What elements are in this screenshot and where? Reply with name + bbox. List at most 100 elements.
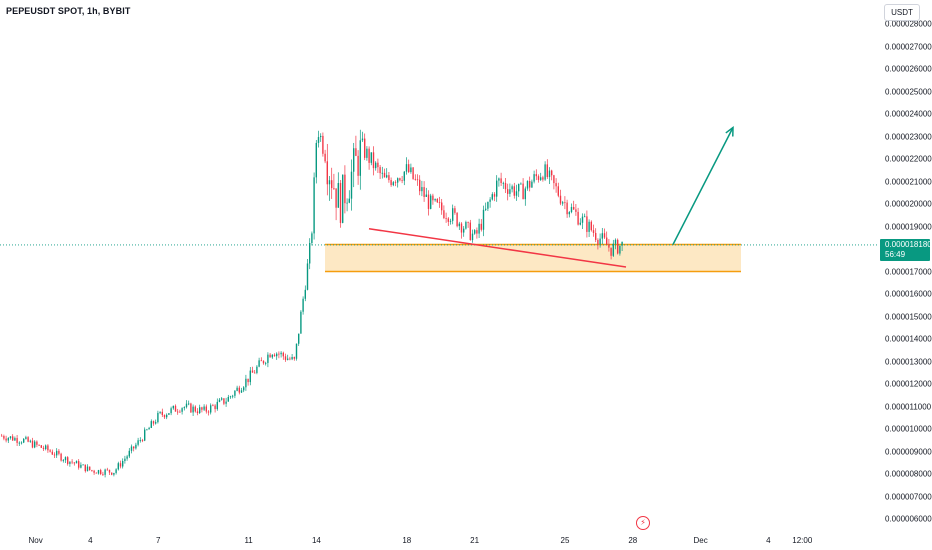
candle-body xyxy=(122,461,124,467)
candle-body xyxy=(612,243,614,256)
candle-body xyxy=(91,470,93,471)
candle-body xyxy=(258,360,260,367)
candle-body xyxy=(469,222,471,241)
candle-body xyxy=(502,182,504,184)
candle-body xyxy=(95,472,97,474)
candle-body xyxy=(410,167,412,173)
candle-body xyxy=(146,429,148,431)
candle-body xyxy=(1,435,3,437)
candle-body xyxy=(188,403,190,405)
candle-body xyxy=(337,183,339,208)
candle-body xyxy=(236,387,238,391)
candle-body xyxy=(60,453,62,461)
candle-body xyxy=(522,183,524,200)
candle-body xyxy=(588,221,590,232)
candle-body xyxy=(449,220,452,222)
candle-body xyxy=(361,138,364,141)
candle-body xyxy=(265,362,267,364)
candle-body xyxy=(359,140,361,176)
candle-body xyxy=(474,230,476,234)
candle-body xyxy=(100,470,102,474)
price-axis[interactable] xyxy=(878,0,932,550)
candle-body xyxy=(375,162,377,169)
currency-button[interactable]: USDT xyxy=(884,4,920,21)
candle-body xyxy=(192,406,194,413)
candle-body xyxy=(16,438,18,443)
candle-body xyxy=(229,396,232,398)
candle-body xyxy=(137,440,139,445)
candle-body xyxy=(141,440,144,441)
candle-body xyxy=(267,354,269,363)
candle-body xyxy=(249,370,251,383)
price-tick-label: 0.000013000 xyxy=(885,357,932,366)
candle-body xyxy=(284,356,287,360)
candle-body xyxy=(471,233,474,241)
candle-body xyxy=(251,370,254,373)
candle-body xyxy=(199,407,201,414)
candle-body xyxy=(564,202,566,204)
candle-body xyxy=(460,223,463,233)
candle-body xyxy=(573,207,575,210)
candle-body xyxy=(467,222,469,223)
candle-body xyxy=(403,171,405,181)
candle-body xyxy=(69,461,71,464)
candle-body xyxy=(438,202,441,204)
candle-body xyxy=(75,461,78,464)
candle-body xyxy=(86,466,89,472)
candle-body xyxy=(93,470,95,473)
candle-body xyxy=(89,466,91,471)
candle-body xyxy=(27,437,29,442)
candle-body xyxy=(447,218,449,222)
candle-body xyxy=(315,142,317,178)
candle-body xyxy=(36,441,38,445)
candle-body xyxy=(124,458,126,462)
candle-body xyxy=(38,444,40,446)
candle-body xyxy=(355,148,357,156)
candle-body xyxy=(216,401,218,410)
candle-body xyxy=(348,198,350,203)
candle-body xyxy=(452,208,454,221)
candle-body xyxy=(568,212,570,215)
candle-body xyxy=(163,414,166,418)
candle-body xyxy=(64,457,67,461)
candle-body xyxy=(577,211,579,225)
candle-body xyxy=(388,175,390,181)
candle-body xyxy=(179,411,181,413)
candle-body xyxy=(401,180,403,182)
candle-body xyxy=(155,422,157,424)
candle-body xyxy=(234,390,236,396)
candle-body xyxy=(183,407,185,409)
price-tick-label: 0.000010000 xyxy=(885,424,932,434)
candle-body xyxy=(159,411,161,413)
candle-body xyxy=(518,183,520,192)
candle-body xyxy=(53,454,56,456)
price-tick-label: 0.000026000 xyxy=(885,64,932,74)
time-tick-label: Dec xyxy=(693,536,708,545)
candle-body xyxy=(3,436,5,439)
candle-body xyxy=(174,405,177,412)
candle-body xyxy=(509,189,511,194)
candle-body xyxy=(379,167,381,174)
candle-body xyxy=(47,445,49,451)
price-tick-label: 0.000025000 xyxy=(885,87,932,96)
lightning-icon[interactable]: ⚡ xyxy=(636,516,650,530)
candle-body xyxy=(130,446,133,451)
candle-body xyxy=(172,405,174,409)
candle-body xyxy=(119,463,122,467)
candle-body xyxy=(445,218,447,219)
candle-body xyxy=(324,153,326,162)
candle-body xyxy=(214,405,216,410)
candle-body xyxy=(295,343,298,359)
candle-body xyxy=(482,209,485,230)
time-tick-label: 7 xyxy=(155,536,161,545)
candle-body xyxy=(58,450,60,454)
candle-body xyxy=(526,180,529,189)
candle-body xyxy=(306,263,309,290)
candle-body xyxy=(34,441,36,448)
candle-body xyxy=(45,445,47,450)
candle-body xyxy=(326,161,328,185)
candle-body xyxy=(394,182,397,184)
candle-body xyxy=(126,456,128,459)
